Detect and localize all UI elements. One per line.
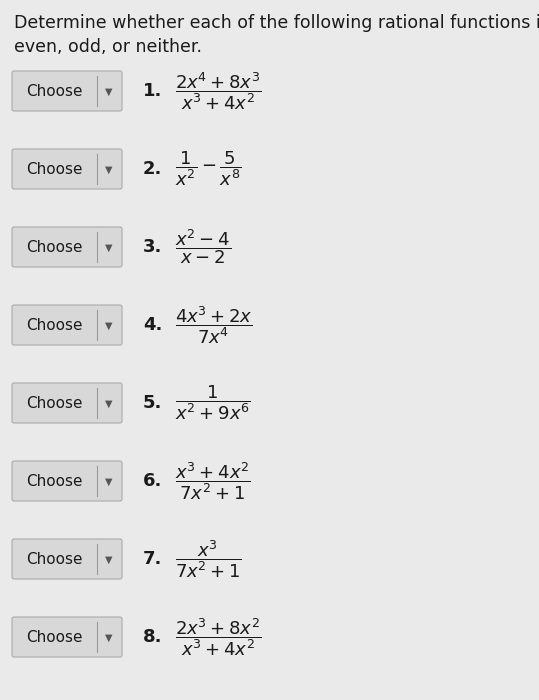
Text: $\dfrac{x^3 + 4x^2}{7x^2 + 1}$: $\dfrac{x^3 + 4x^2}{7x^2 + 1}$	[175, 460, 251, 502]
Text: Determine whether each of the following rational functions is: Determine whether each of the following …	[14, 14, 539, 32]
Text: Choose: Choose	[26, 395, 82, 410]
Text: Choose: Choose	[26, 473, 82, 489]
Text: 6.: 6.	[143, 472, 162, 490]
Text: Choose: Choose	[26, 162, 82, 176]
Text: ▼: ▼	[105, 165, 112, 175]
Text: 3.: 3.	[143, 238, 162, 256]
FancyBboxPatch shape	[12, 305, 122, 345]
Text: ▼: ▼	[105, 243, 112, 253]
Text: $\dfrac{4x^3 + 2x}{7x^4}$: $\dfrac{4x^3 + 2x}{7x^4}$	[175, 304, 253, 346]
FancyBboxPatch shape	[12, 71, 122, 111]
Text: Choose: Choose	[26, 239, 82, 255]
Text: ▼: ▼	[105, 321, 112, 331]
FancyBboxPatch shape	[12, 383, 122, 423]
Text: Choose: Choose	[26, 629, 82, 645]
Text: 8.: 8.	[143, 628, 162, 646]
Text: ▼: ▼	[105, 477, 112, 487]
FancyBboxPatch shape	[12, 461, 122, 501]
Text: 4.: 4.	[143, 316, 162, 334]
Text: 2.: 2.	[143, 160, 162, 178]
Text: ▼: ▼	[105, 399, 112, 409]
Text: 1.: 1.	[143, 82, 162, 100]
FancyBboxPatch shape	[12, 227, 122, 267]
Text: $\dfrac{1}{x^2} - \dfrac{5}{x^8}$: $\dfrac{1}{x^2} - \dfrac{5}{x^8}$	[175, 150, 242, 188]
Text: Choose: Choose	[26, 83, 82, 99]
Text: $\dfrac{2x^4 + 8x^3}{x^3 + 4x^2}$: $\dfrac{2x^4 + 8x^3}{x^3 + 4x^2}$	[175, 70, 262, 112]
Text: even, odd, or neither.: even, odd, or neither.	[14, 38, 202, 56]
Text: $\dfrac{x^3}{7x^2 + 1}$: $\dfrac{x^3}{7x^2 + 1}$	[175, 538, 242, 580]
Text: 5.: 5.	[143, 394, 162, 412]
Text: Choose: Choose	[26, 552, 82, 566]
Text: ▼: ▼	[105, 555, 112, 565]
Text: ▼: ▼	[105, 633, 112, 643]
Text: $\dfrac{2x^3 + 8x^2}{x^3 + 4x^2}$: $\dfrac{2x^3 + 8x^2}{x^3 + 4x^2}$	[175, 616, 262, 658]
Text: $\dfrac{x^2 - 4}{x - 2}$: $\dfrac{x^2 - 4}{x - 2}$	[175, 228, 231, 267]
Text: Choose: Choose	[26, 318, 82, 332]
FancyBboxPatch shape	[12, 149, 122, 189]
FancyBboxPatch shape	[12, 617, 122, 657]
Text: $\dfrac{1}{x^2 + 9x^6}$: $\dfrac{1}{x^2 + 9x^6}$	[175, 384, 251, 422]
Text: ▼: ▼	[105, 87, 112, 97]
Text: 7.: 7.	[143, 550, 162, 568]
FancyBboxPatch shape	[12, 539, 122, 579]
